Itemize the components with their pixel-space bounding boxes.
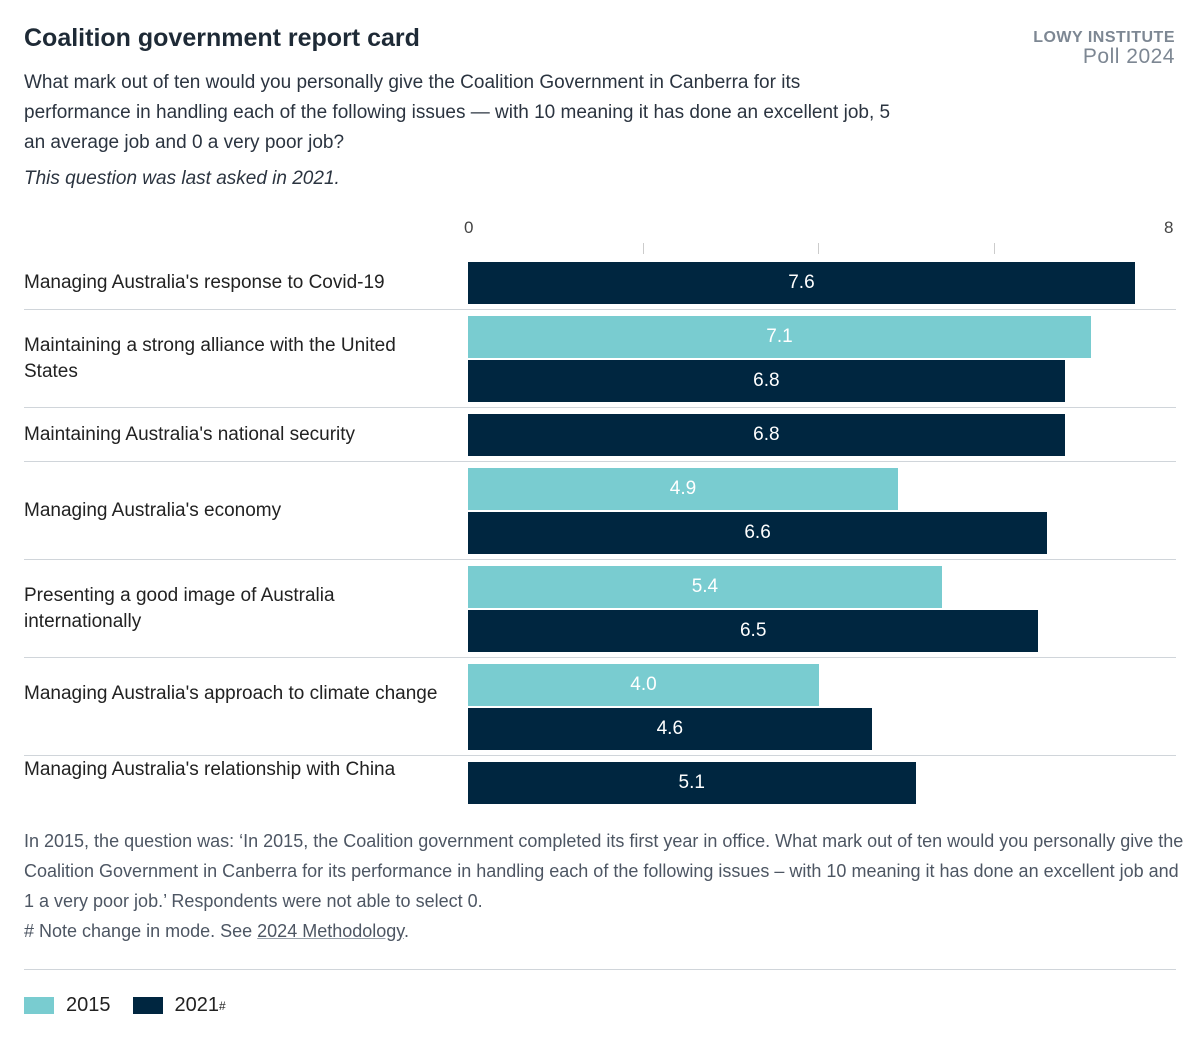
category-label: Managing Australia's economy: [24, 500, 282, 521]
logo-line1: LOWY INSTITUTE: [1033, 29, 1175, 46]
data-label: 6.5: [739, 620, 767, 641]
mode-note-suffix: .: [403, 921, 409, 941]
methodology-link[interactable]: 2024 Methodology: [257, 921, 404, 941]
x-tick-mark: [642, 243, 644, 254]
data-label: 4.6: [656, 718, 684, 739]
x-tick-label: 0: [464, 218, 474, 237]
bar-2021: 5.1: [468, 762, 916, 804]
footnote-text: In 2015, the question was: ‘In 2015, the…: [24, 831, 1184, 911]
chart-title: Coalition government report card: [24, 24, 420, 52]
legend-swatch: [24, 997, 54, 1014]
category-label: Maintaining a strong alliance with the U…: [24, 335, 396, 382]
legend-swatch: [132, 997, 163, 1014]
bar-2015: 7.1: [468, 316, 1092, 358]
category-label: Maintaining Australia's national securit…: [24, 424, 356, 445]
row-divider: [24, 755, 1176, 756]
bar-2021: 6.8: [468, 414, 1065, 456]
bar-2015: 4.9: [468, 468, 898, 510]
chart-note: This question was last asked in 2021.: [24, 168, 340, 189]
bar-2021: 6.5: [468, 610, 1039, 652]
bar-chart: 0 8 7.6 Managing Australia's response to Co…: [24, 218, 1176, 804]
data-label: 4.9: [669, 478, 697, 499]
legend-label: 2015: [66, 994, 111, 1016]
legend-label: 2021: [174, 994, 220, 1016]
x-tick-label: 8: [1164, 218, 1174, 237]
bar-2021: 7.6: [468, 262, 1135, 304]
data-label: 7.6: [788, 272, 815, 293]
x-tick-mark: [993, 243, 995, 254]
data-label: 4.0: [630, 674, 657, 695]
row-divider: [24, 657, 1176, 658]
footnote: In 2015, the question was: ‘In 2015, the…: [24, 826, 1184, 946]
legend-item-2021[interactable]: 2021 #: [132, 994, 226, 1017]
legend: 2015 2021 #: [24, 994, 248, 1017]
legend-item-2015[interactable]: 2015: [24, 994, 111, 1017]
data-label: 6.8: [753, 370, 780, 391]
data-label: 5.4: [691, 576, 719, 597]
category-label: Managing Australia's relationship with C…: [24, 759, 396, 780]
category-label: Managing Australia's response to Covid-1…: [24, 272, 385, 293]
data-label: 6.8: [753, 424, 780, 445]
category-label: Managing Australia's approach to climate…: [24, 683, 438, 704]
row-divider: [24, 407, 1176, 408]
row-divider: [24, 559, 1176, 560]
data-label: 6.6: [744, 522, 771, 543]
bar-2021: 6.8: [468, 360, 1065, 402]
x-tick-mark: [818, 243, 819, 254]
row-divider: [24, 461, 1176, 462]
divider: [24, 969, 1176, 970]
bar-2021: 4.6: [468, 708, 872, 750]
legend-sup: #: [219, 998, 226, 1013]
mode-note: # Note change in mode. See: [24, 921, 258, 941]
chart-subtitle: What mark out of ten would you personall…: [24, 72, 891, 153]
bar-2021: 6.6: [468, 512, 1048, 554]
data-label: 7.1: [766, 326, 793, 347]
bar-2015: 4.0: [468, 664, 819, 706]
row-divider: [24, 309, 1176, 310]
bar-2015: 5.4: [468, 566, 942, 608]
category-label: Presenting a good image of Australia int…: [24, 585, 335, 632]
logo-line2: Poll 2024: [1082, 45, 1175, 68]
data-label: 5.1: [678, 772, 705, 793]
lowy-logo: LOWY INSTITUTE Poll 2024: [1033, 29, 1175, 68]
